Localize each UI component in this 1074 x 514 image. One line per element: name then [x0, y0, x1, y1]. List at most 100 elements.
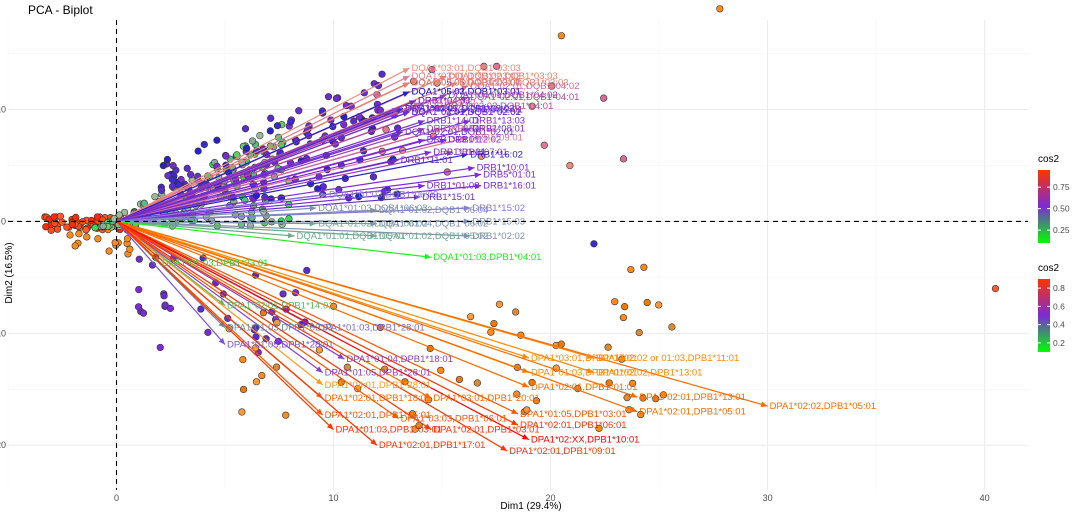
variable-arrow	[116, 220, 530, 388]
variable-label: DQA1*01:01,DQB1*05:01	[296, 231, 405, 242]
individual-point	[50, 213, 58, 221]
variable-label: DQA1*01:02,DQB1*06:04	[379, 205, 488, 216]
variable-arrow	[116, 111, 410, 222]
variable-arrowhead	[463, 205, 471, 212]
individual-point	[343, 363, 351, 371]
variable-label: DQA1*02:01,DQB1*04:02	[470, 81, 579, 92]
variable-label: DPA1*01:03,DPB1*28:01	[318, 323, 425, 334]
variable-label: DRB1*12:01	[470, 105, 523, 116]
x-tick-label: 0	[114, 493, 119, 503]
variable-arrowhead	[474, 183, 482, 190]
variable-label: DQA1*06:01,DQB1*03:01	[411, 87, 520, 98]
variable-label: DPA1*02:XX,DPB1*10:01	[531, 435, 640, 446]
variable-label: DRB1*16:02	[470, 149, 523, 160]
variable-arrowhead	[315, 366, 323, 373]
individual-point	[204, 328, 212, 336]
variable-label: DPA1*02:01,DPB1*09:01	[509, 446, 616, 457]
variable-arrow	[116, 220, 471, 237]
variable-arrowhead	[402, 75, 410, 82]
variable-arrowhead	[402, 68, 410, 74]
individual-point	[252, 378, 261, 386]
variable-label: DRB1*07:01	[455, 147, 508, 158]
individual-point	[282, 411, 290, 419]
individual-point	[72, 213, 80, 221]
individual-point	[274, 337, 282, 345]
variable-arrow	[116, 220, 377, 237]
individual-point	[58, 218, 66, 226]
variable-label: DRB1*04:02	[401, 103, 454, 114]
variable-label: DPA1*01:05,DPB1*28:01	[325, 368, 432, 379]
variable-arrow	[116, 185, 482, 223]
variable-label: DQA1*02:01,DQB1*03:01	[411, 78, 520, 89]
individual-point	[604, 343, 612, 351]
variable-label: DQA1*02:01,DQB1*04:01	[470, 92, 579, 103]
variable-arrowhead	[435, 105, 443, 111]
variable-arrowhead	[402, 91, 410, 97]
individual-point	[168, 182, 177, 191]
variable-arrow	[116, 220, 432, 399]
variable-label: DRB1*09:02	[444, 124, 497, 135]
variable-arrowhead	[511, 419, 518, 426]
variable-label: DQA1*01:03,DQB1*06:09	[329, 190, 438, 201]
variable-label: DPA1*01:05,DPB1*03:01	[520, 409, 627, 420]
variable-arrow	[116, 220, 324, 373]
variable-label: DRB1*01:03	[427, 181, 480, 192]
variable-arrow	[116, 107, 399, 222]
individual-point	[523, 406, 531, 414]
variable-label: DPA1*02:01,DPB1*01:01	[531, 382, 638, 393]
variable-label: DRB1*08:01	[472, 124, 525, 135]
variable-arrow	[116, 220, 638, 413]
variable-label: DPA1*01:05,DPB1*28:01	[227, 340, 334, 351]
variable-arrowhead	[395, 108, 403, 114]
individual-point	[637, 410, 645, 419]
individual-point	[83, 233, 91, 241]
variable-arrowhead	[402, 111, 410, 117]
individual-point	[627, 265, 635, 274]
variable-label: DRB1*09:01	[470, 133, 523, 144]
individual-point	[151, 193, 159, 201]
variable-label: DPA1*02:01,DPB1*05:01	[639, 407, 746, 418]
x-axis-label: Dim1 (29.4%)	[500, 501, 561, 512]
variable-label: DRB1*04:03	[418, 96, 471, 107]
variable-label: DPA1*02:01,DPB1*06:01	[520, 420, 627, 431]
variable-label: DPA1*01:03,DPB1*02:01	[227, 323, 334, 334]
individual-point	[495, 300, 504, 308]
variable-arrow	[116, 220, 519, 426]
legend-colorbar-2	[1038, 279, 1050, 352]
individual-point	[99, 222, 107, 230]
variable-arrow	[116, 127, 443, 223]
individual-point	[194, 147, 202, 155]
variable-label: DQA1*03:01,DQB1*03:03	[411, 63, 520, 74]
individual-point	[243, 144, 251, 152]
individual-point	[222, 152, 230, 160]
variable-arrow	[116, 139, 425, 223]
variable-label: DQA1*01:02,DQB1*06:02	[318, 219, 427, 230]
variable-arrowhead	[435, 127, 443, 134]
individual-point	[158, 186, 166, 194]
variable-arrow	[116, 220, 638, 398]
variable-arrowhead	[474, 172, 482, 179]
variable-arrowhead	[316, 408, 323, 416]
individual-point	[455, 375, 464, 384]
individual-point	[473, 379, 481, 387]
individual-point	[272, 363, 281, 371]
individual-point	[991, 284, 1000, 293]
individual-point	[493, 62, 501, 70]
individual-point	[619, 155, 628, 163]
individual-point	[93, 213, 102, 221]
variable-arrowhead	[760, 401, 768, 408]
legend-title-1: cos2	[1038, 154, 1060, 165]
individual-point	[87, 216, 96, 225]
variable-label: DRB1*13:01	[427, 135, 480, 146]
individual-point	[126, 245, 134, 253]
variable-arrow	[116, 82, 410, 222]
individual-point	[659, 391, 668, 399]
variable-label: DRB1*04:05	[405, 103, 458, 114]
variable-label: DPA1*02:02,DPB1*13:01	[596, 368, 703, 379]
variable-label: DPA1*02:02,DPB1*05:01	[770, 401, 877, 412]
variable-arrowhead	[439, 94, 447, 100]
variable-label: DRB1*11:01	[401, 155, 453, 166]
individual-point	[566, 161, 574, 170]
individual-point	[266, 127, 274, 135]
variable-arrowhead	[402, 82, 410, 88]
